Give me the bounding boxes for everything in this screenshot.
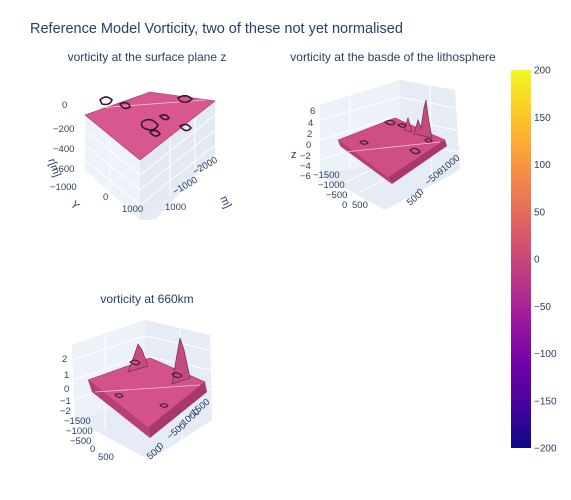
y-tick: 500 <box>98 452 114 463</box>
surface-highlight-2 <box>344 141 441 153</box>
peak-3a <box>127 343 149 373</box>
scene-lithosphere-base[interactable]: vorticity at the basde of the lithospher… <box>290 50 496 211</box>
colorbar-tick-label: −50 <box>534 302 551 313</box>
z-tick: 1 <box>64 370 69 381</box>
y-tick: 0 <box>342 200 347 211</box>
z-tick: −600 <box>53 164 74 175</box>
peak-2b <box>403 116 413 133</box>
surface-edge-right-2 <box>388 140 447 184</box>
z-tick: −1000 <box>50 182 77 193</box>
colorbar-tick-label: 150 <box>534 113 551 124</box>
y-tick: 0 <box>103 192 108 203</box>
peak-2a <box>413 99 433 139</box>
y-tick: 500 <box>352 200 368 211</box>
z-ticks-1: 0 −200 −400 −600 −1000 <box>50 100 77 193</box>
subtitle-1: vorticity at the surface plane z <box>68 50 227 64</box>
z-ticks-3: 2 1 0 −1 −2 <box>60 354 71 417</box>
surface-edge-right-3 <box>148 382 207 438</box>
y-tick: −1000 <box>66 426 93 437</box>
x-tick: 0 <box>155 440 166 452</box>
z-tick: −2 <box>60 406 71 417</box>
y-axis-label-1: Y <box>68 199 82 213</box>
z-tick: 6 <box>310 106 315 117</box>
colorbar-bar <box>511 70 531 448</box>
z-tick: −4 <box>300 161 311 172</box>
surface-edge-front-3 <box>88 380 150 438</box>
y-tick: −500 <box>326 190 347 201</box>
surface-plane-1 <box>84 91 216 161</box>
subtitle-2: vorticity at the basde of the lithospher… <box>290 50 496 64</box>
x-axis-label-1: m] <box>217 194 233 210</box>
z-tick: −200 <box>53 124 74 135</box>
vortex-contours-1 <box>99 94 194 137</box>
x-tick: 0 <box>415 186 426 198</box>
y-tick: 1000 <box>122 204 143 215</box>
z-tick: −2 <box>300 151 311 162</box>
z-ticks-2: 6 4 2 0 −2 −4 −6 <box>300 106 315 182</box>
vortex-contours-2 <box>359 119 433 155</box>
figure-title: Reference Model Vorticity, two of these … <box>30 21 403 37</box>
y-tick: 1000 <box>165 202 186 213</box>
z-tick: 0 <box>64 384 69 395</box>
z-axis-label-2: z <box>291 149 297 161</box>
y-ticks-3: −1500 −1000 −500 0 500 <box>64 416 114 463</box>
z-axis-label-1: r[m] <box>45 157 63 179</box>
scene-surface-plane[interactable]: vorticity at the surface plane z <box>45 50 233 220</box>
grid-lines-1 <box>84 114 216 206</box>
z-tick: 2 <box>307 129 312 140</box>
scene-660km[interactable]: vorticity at 660km 2 1 0 −1 <box>60 292 212 463</box>
colorbar-tick-label: 200 <box>534 66 551 77</box>
colorbar-tick-label: −150 <box>534 396 557 407</box>
y-ticks-1: 0 1000 1000 <box>103 192 186 215</box>
y-tick: 0 <box>90 444 95 455</box>
vortex-contours-3 <box>114 359 183 408</box>
z-tick: −1 <box>60 396 71 407</box>
colorbar[interactable]: 200 150 100 50 0 −50 −100 −150 −200 <box>511 66 557 455</box>
z-tick: −6 <box>300 171 311 182</box>
y-ticks-2: −1500 −1000 −500 0 500 <box>313 170 368 211</box>
colorbar-tick-label: 50 <box>534 207 546 218</box>
y-tick: −1500 <box>64 416 91 427</box>
colorbar-tick-label: −200 <box>534 444 557 455</box>
colorbar-tick-label: 0 <box>534 255 540 266</box>
colorbar-ticks: 200 150 100 50 0 −50 −100 −150 −200 <box>534 66 557 455</box>
z-tick: 2 <box>62 354 67 365</box>
surface-highlight-3 <box>94 384 201 393</box>
y-tick: −500 <box>70 436 91 447</box>
z-tick: −400 <box>53 144 74 155</box>
y-tick: −1500 <box>313 170 340 181</box>
colorbar-tick-label: −100 <box>534 349 557 360</box>
y-tick: −1000 <box>318 180 345 191</box>
z-tick: 4 <box>308 118 313 129</box>
z-tick: 0 <box>306 140 311 151</box>
colorbar-tick-label: 100 <box>534 160 551 171</box>
subtitle-3: vorticity at 660km <box>100 292 193 306</box>
z-tick: 0 <box>62 100 67 111</box>
